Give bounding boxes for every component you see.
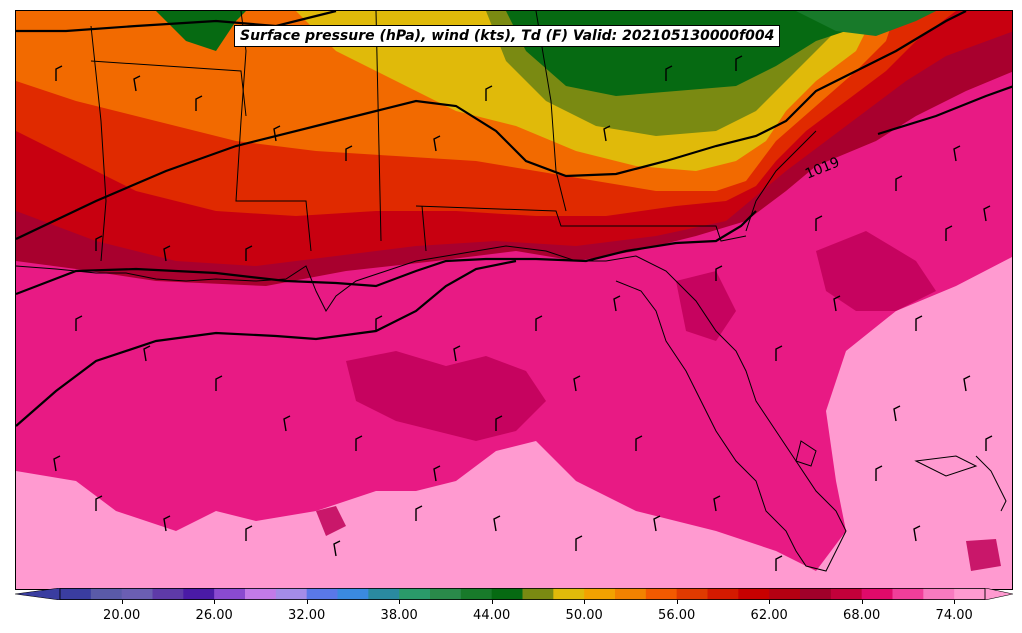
- colorbar-tick: [676, 600, 678, 604]
- colorbar-swatch: [460, 588, 493, 600]
- colorbar-swatch: [214, 588, 246, 600]
- colorbar-swatch: [399, 588, 431, 600]
- colorbar-tick: [399, 600, 401, 604]
- colorbar-swatch: [584, 588, 616, 600]
- colorbar-swatch: [183, 588, 215, 600]
- geography-lines: [16, 11, 1007, 572]
- colorbar-swatch: [676, 588, 708, 600]
- colorbar-tick-label: 56.00: [658, 608, 696, 623]
- colorbar-border: [59, 588, 986, 600]
- colorbar-swatch: [60, 588, 92, 600]
- colorbar-tick-label: 26.00: [195, 608, 233, 623]
- colorbar-tick: [769, 600, 771, 604]
- dewpoint-map: 1019: [16, 11, 1012, 589]
- colorbar-swatch: [121, 588, 153, 600]
- colorbar-swatch: [645, 588, 678, 600]
- fill-dark-magenta: [316, 231, 1001, 571]
- colorbar-tick: [954, 600, 956, 604]
- colorbar-tick-label: 44.00: [473, 608, 511, 623]
- colorbar-tick: [861, 600, 863, 604]
- colorbar-swatch: [830, 588, 863, 600]
- colorbar-swatch: [800, 588, 832, 600]
- colorbar-swatch: [954, 588, 986, 600]
- colorbar-tick-label: 20.00: [103, 608, 141, 623]
- colorbar-swatch: [337, 588, 369, 600]
- map-title: Surface pressure (hPa), wind (kts), Td (…: [234, 25, 781, 47]
- colorbar-swatch: [491, 588, 523, 600]
- colorbar-tick-label: 38.00: [380, 608, 418, 623]
- colorbar-swatch: [275, 588, 308, 600]
- colorbar-swatch: [923, 588, 955, 600]
- colorbar-swatch: [769, 588, 801, 600]
- colorbar: [15, 588, 1013, 600]
- colorbar-swatch: [892, 588, 924, 600]
- colorbar-swatch: [90, 588, 123, 600]
- colorbar-swatch: [522, 588, 554, 600]
- colorbar-tick: [491, 600, 493, 604]
- colorbar-tick: [584, 600, 586, 604]
- colorbar-swatch: [738, 588, 770, 600]
- colorbar-tick-label: 62.00: [750, 608, 788, 623]
- colorbar-swatch: [861, 588, 893, 600]
- colorbar-swatch: [306, 588, 338, 600]
- colorbar-extend-low: [15, 588, 61, 600]
- colorbar-swatch: [368, 588, 400, 600]
- colorbar-extend-high: [984, 588, 1013, 600]
- wind-barbs: [53, 55, 993, 571]
- colorbar-tick-label: 68.00: [843, 608, 881, 623]
- colorbar-swatch: [245, 588, 277, 600]
- map-panel: 1019 Surface pressure (hPa), wind (kts),…: [15, 10, 1013, 590]
- colorbar-swatch: [553, 588, 585, 600]
- colorbar-tick: [306, 600, 308, 604]
- colorbar-tick-label: 50.00: [565, 608, 603, 623]
- colorbar-tick: [121, 600, 123, 604]
- colorbar-swatch: [707, 588, 739, 600]
- colorbar-swatch: [152, 588, 184, 600]
- fill-green: [796, 11, 936, 36]
- colorbar-tick: [214, 600, 216, 604]
- colorbar-swatch: [430, 588, 462, 600]
- colorbar-tick-label: 32.00: [288, 608, 326, 623]
- colorbar-tick-label: 74.00: [935, 608, 973, 623]
- isobar-contours: [16, 11, 1012, 427]
- colorbar-swatch: [615, 588, 647, 600]
